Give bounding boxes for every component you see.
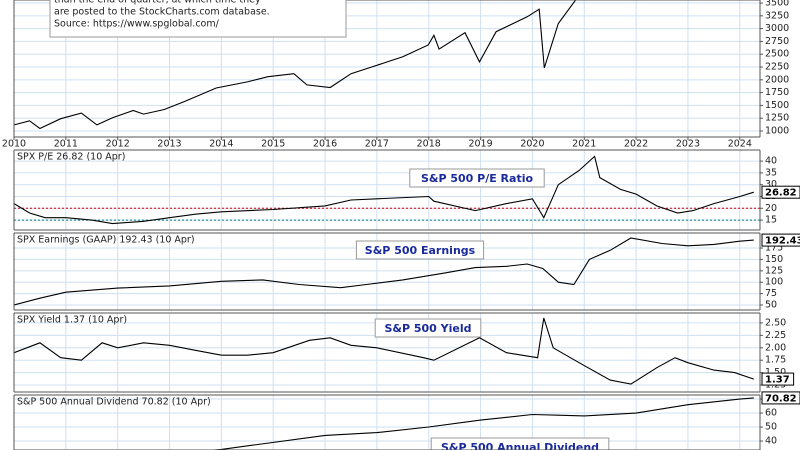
y-tick-label: 60 [765, 408, 777, 419]
title-box [409, 168, 545, 188]
x-tick-label: 2011 [54, 139, 78, 150]
x-tick-label: 2018 [417, 139, 441, 150]
y-tick-label: 2.25 [765, 330, 786, 341]
last-value-box [761, 372, 795, 386]
y-tick-label: 1000 [765, 126, 789, 137]
x-tick-label: 2012 [106, 139, 130, 150]
last-value-box [761, 233, 800, 247]
y-tick-label: 2.00 [765, 342, 786, 353]
title-box [355, 240, 485, 260]
last-value: 70.82 [765, 393, 797, 404]
y-tick-label: 2750 [765, 36, 789, 47]
y-tick-label: 1.75 [765, 355, 786, 366]
y-tick-label: 75 [765, 288, 777, 299]
x-tick-label: 2013 [157, 139, 181, 150]
panel-label: SPX Earnings (GAAP) 192.43 (10 Apr) [17, 235, 195, 246]
y-tick-label: 50 [765, 422, 777, 433]
y-tick-label: 2.50 [765, 317, 786, 328]
y-tick-label: 125 [765, 265, 783, 276]
y-tick-label: 3000 [765, 23, 789, 34]
y-tick-label: 175 [765, 243, 783, 254]
y-tick-label: 1250 [765, 113, 789, 124]
y-tick-label: 3250 [765, 10, 789, 21]
panel-title: S&P 500 Yield [384, 322, 471, 335]
y-tick-label: 20 [765, 203, 777, 214]
panel-title: S&P 500 Earnings [365, 244, 476, 257]
panel-label: S&P 500 Annual Dividend 70.82 (10 Apr) [17, 397, 211, 408]
annotation-line: are posted to the StockCharts.com databa… [54, 7, 270, 18]
y-tick-label: 35 [765, 167, 777, 178]
x-tick-label: 2024 [728, 139, 752, 150]
data-line [14, 237, 754, 306]
x-tick-label: 2016 [313, 139, 337, 150]
x-tick-label: 2015 [261, 139, 285, 150]
last-value: 26.82 [765, 188, 797, 199]
last-value: 1.37 [765, 375, 790, 386]
y-tick-label: 40 [765, 436, 777, 447]
y-tick-label: 2000 [765, 74, 789, 85]
x-tick-label: 2022 [624, 139, 648, 150]
data-line [14, 155, 754, 225]
y-tick-label: 50 [765, 299, 777, 310]
x-tick-label: 2019 [468, 139, 492, 150]
x-tick-label: 2020 [520, 139, 544, 150]
x-tick-label: 2017 [365, 139, 389, 150]
title-box [430, 437, 610, 450]
x-tick-label: 2014 [209, 139, 233, 150]
panel-label: SPX P/E 26.82 (10 Apr) [17, 152, 125, 163]
y-tick-label: 2500 [765, 49, 789, 60]
panel-label: SPX Yield 1.37 (10 Apr) [17, 315, 127, 326]
x-tick-label: 2021 [572, 139, 596, 150]
y-tick-label: 1500 [765, 100, 789, 111]
last-value: 192.43 [765, 236, 800, 247]
y-tick-label: 40 [765, 156, 777, 167]
annotation-line: Source: https://www.spglobal.com/ [54, 19, 220, 30]
x-tick-label: 2010 [2, 139, 26, 150]
data-line [14, 317, 754, 385]
annotation-line: than the end of quarter, at which time t… [54, 0, 261, 6]
y-tick-label: 3500 [765, 0, 789, 9]
y-tick-label: 1750 [765, 87, 789, 98]
last-value-box [761, 185, 800, 199]
title-box [374, 318, 482, 338]
last-value-box [761, 391, 800, 405]
panel-title: S&P 500 P/E Ratio [421, 172, 534, 185]
data-line [14, 0, 577, 130]
y-tick-label: 100 [765, 277, 783, 288]
y-tick-label: 15 [765, 215, 777, 226]
y-tick-label: 30 [765, 179, 777, 190]
data-line [207, 397, 754, 450]
panel-title: S&P 500 Annual Dividend [441, 441, 599, 450]
y-tick-label: 150 [765, 254, 783, 265]
x-tick-label: 2023 [676, 139, 700, 150]
y-tick-label: 2250 [765, 62, 789, 73]
annotation-box [49, 0, 347, 38]
